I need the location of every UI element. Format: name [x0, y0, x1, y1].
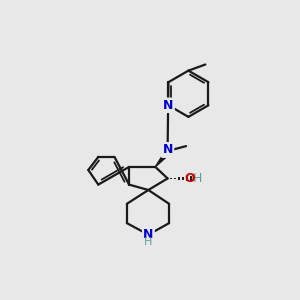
Text: H: H	[144, 237, 152, 248]
Polygon shape	[155, 151, 170, 167]
Text: N: N	[162, 143, 173, 157]
Text: O: O	[184, 172, 195, 185]
Text: N: N	[143, 228, 154, 241]
Text: H: H	[193, 172, 202, 185]
Text: N: N	[163, 99, 174, 112]
